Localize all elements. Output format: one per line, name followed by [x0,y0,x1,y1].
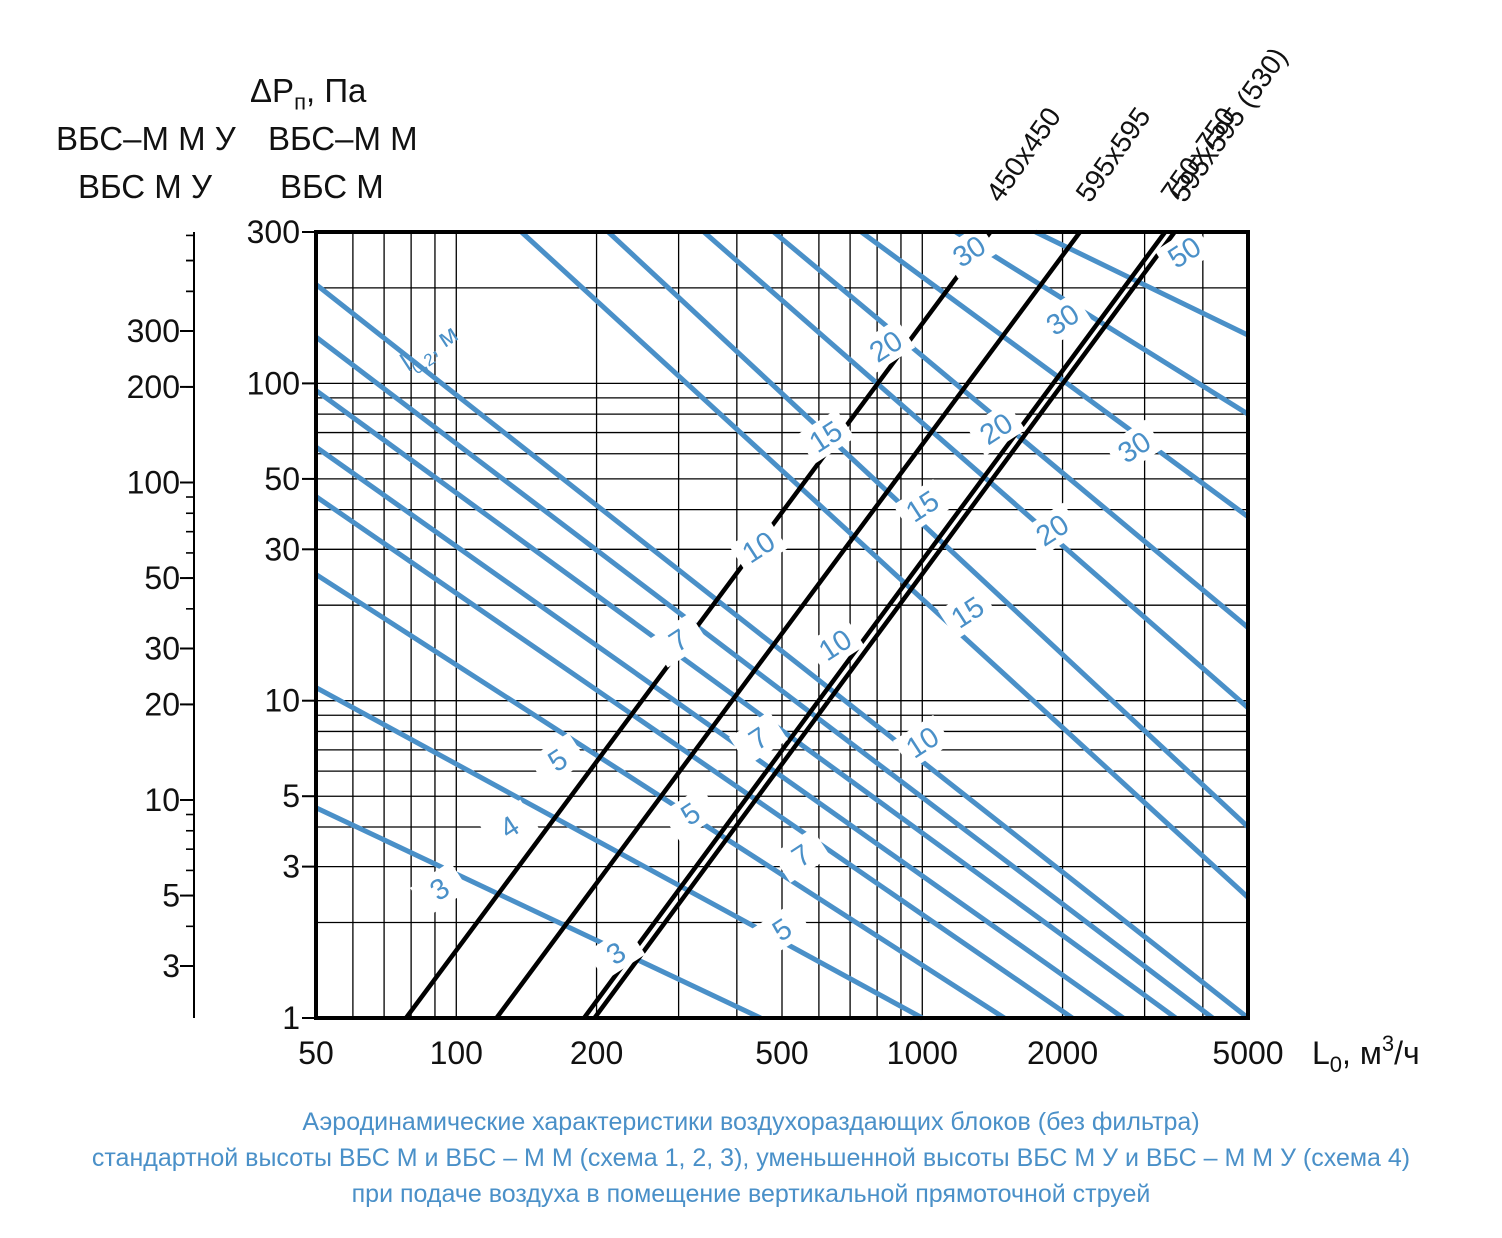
series-line [582,230,1167,1020]
y-title-unit: , Па [305,72,367,109]
x-label-main: L [1312,1035,1330,1071]
y-tick-label: 100 [247,365,300,401]
x-label-sub: 0 [1330,1052,1342,1077]
y-tick-label: 30 [264,531,300,567]
throw-line [314,335,1215,1020]
throw-label-bg [796,409,855,464]
throw-label-bg [939,223,999,279]
y-title-sym: ΔP [250,72,295,109]
throw-label-bg [729,519,788,575]
series-label: 595x595 [1070,102,1157,208]
grid [316,232,1248,1018]
throw-line [1034,229,1250,338]
throw-label-bg [586,925,646,981]
x-label-unit: , м [1342,1035,1382,1071]
throw-label-bg [528,732,588,788]
chart-caption: Аэродинамические характеристики воздухор… [0,1104,1502,1212]
x-tick-label: 1000 [887,1035,958,1071]
throw-line [859,229,1250,519]
x-tick-label: 5000 [1212,1035,1283,1071]
x-label-tail: /ч [1394,1035,1420,1071]
x-axis-label: L0, м3/ч [1312,1031,1420,1077]
secondary-tick-label: 3 [162,948,180,984]
series-line [494,230,1082,1020]
throw-label-bg [966,401,1026,456]
throw-label-bg [661,786,720,842]
x-tick-label: 100 [430,1035,483,1071]
throw-label-bg [771,828,831,883]
secondary-tick-label: 200 [127,369,180,405]
plot-frame [314,230,1250,1020]
y-axis-title: ΔPп, Па [250,72,366,116]
throw-line [314,388,1178,1021]
throw-line [314,445,1125,1021]
throw-line [954,229,1250,417]
y-tick-label: 5 [282,778,300,814]
throw-label-bg [649,612,709,668]
throw-label-bg [1022,502,1082,558]
throw-label-bg [1104,419,1164,475]
throw-label-bg [1154,224,1214,280]
throw-label-bg [1033,292,1092,347]
throw-line [702,230,1250,710]
throw-label-bg [752,902,812,957]
series-label: 595x595 (530) [1164,42,1293,208]
secondary-tick-label: 50 [144,560,180,596]
left-scale-title-2: ВБС М У [78,168,212,205]
throw-label-bg [479,799,539,855]
secondary-tick-label: 5 [162,878,180,914]
throw-label-bg [892,478,952,534]
x-tick-label: 50 [298,1035,334,1071]
x-label-sup: 3 [1382,1031,1394,1056]
throw-lines [314,229,1250,1021]
throw-label-bg [805,617,865,673]
caption-line-3: при подаче воздуха в помещение вертикаль… [351,1180,1151,1208]
throw-label-bg [856,318,916,374]
block-series [404,230,1177,1020]
x-tick-label: 2000 [1027,1035,1098,1071]
throw-label-bg [729,711,788,766]
secondary-tick-label: 20 [144,686,180,722]
series-line [404,230,993,1020]
y-tick-label: 3 [282,849,300,885]
y-tick-label: 300 [247,214,300,250]
secondary-tick-label: 100 [127,464,180,500]
throw-label-bg [410,861,469,917]
throw-line [519,230,1250,900]
series-label: 450x450 [980,102,1067,208]
x-tick-label: 200 [570,1035,623,1071]
y-tick-label: 1 [282,1000,300,1036]
y-tick-label: 50 [264,461,300,497]
left-scale-title-1: ВБС–М М У [56,120,236,157]
throw-line [606,230,1250,829]
y-tick-label: 10 [264,683,300,719]
secondary-tick-label: 10 [144,782,180,818]
secondary-tick-label: 30 [144,631,180,667]
throw-line [314,494,1074,1021]
caption-line-1: Аэродинамические характеристики воздухор… [302,1108,1200,1136]
x-tick-label: 500 [755,1035,808,1071]
secondary-tick-label: 300 [127,313,180,349]
throw-line [314,282,1250,1020]
y-title-sub: п [294,89,306,115]
throw-label-bg [938,584,997,640]
throw-label-bg [892,714,952,770]
throw-line [314,805,762,1021]
caption-line-2: стандартной высоты ВБС М и ВБС – М М (сх… [91,1144,1411,1172]
series-line [592,230,1177,1020]
right-scale-title-1: ВБС–М М [268,120,418,157]
axes: 50 100 200 500 1000 2000 5000 1 3 5 10 30 50 100 300 3 5… [127,214,1284,1071]
right-scale-title-2: ВБС М [280,168,384,205]
